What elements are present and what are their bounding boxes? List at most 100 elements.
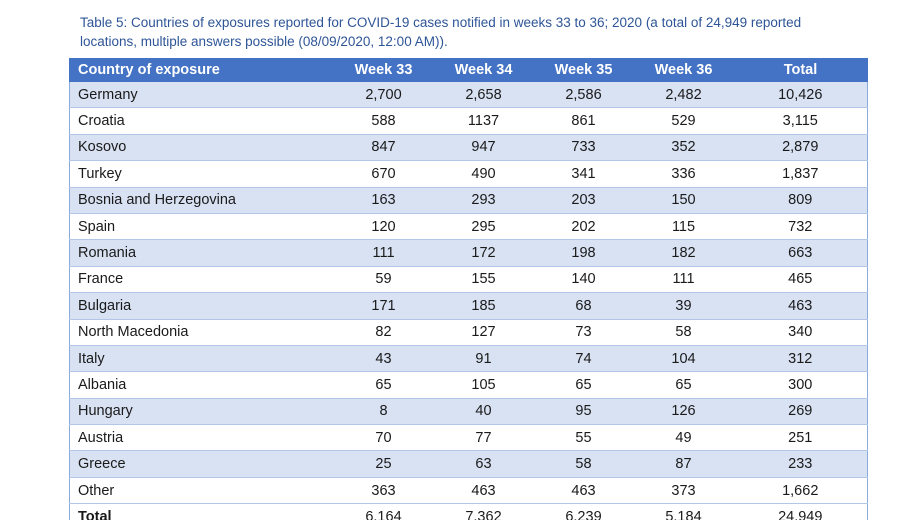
- cell-total: 465: [733, 266, 868, 294]
- cell-week-36: 126: [633, 398, 734, 426]
- cell-week-35: 6,239: [533, 503, 634, 520]
- cell-country: Other: [69, 477, 334, 505]
- cell-week-33: 670: [333, 160, 434, 188]
- table-row: Greece 25 63 58 87 233: [69, 450, 868, 478]
- cell-country: Croatia: [69, 107, 334, 135]
- table-row: Bulgaria 171 185 68 39 463: [69, 292, 868, 320]
- cell-week-35: 341: [533, 160, 634, 188]
- cell-week-36: 111: [633, 266, 734, 294]
- cell-week-33: 65: [333, 371, 434, 399]
- cell-country: Bulgaria: [69, 292, 334, 320]
- cell-total: 2,879: [733, 134, 868, 162]
- cell-week-35: 74: [533, 345, 634, 373]
- cell-week-33: 6,164: [333, 503, 434, 520]
- cell-total: 269: [733, 398, 868, 426]
- cell-week-33: 70: [333, 424, 434, 452]
- cell-country: Romania: [69, 239, 334, 267]
- cell-week-34: 91: [433, 345, 534, 373]
- cell-week-33: 8: [333, 398, 434, 426]
- cell-week-33: 171: [333, 292, 434, 320]
- cell-week-34: 947: [433, 134, 534, 162]
- cell-week-36: 65: [633, 371, 734, 399]
- cell-country: Hungary: [69, 398, 334, 426]
- cell-country: France: [69, 266, 334, 294]
- cell-total: 809: [733, 187, 868, 214]
- cell-week-34: 7,362: [433, 503, 534, 520]
- cell-week-33: 847: [333, 134, 434, 162]
- cell-week-35: 58: [533, 450, 634, 478]
- table-row: Romania 111 172 198 182 663: [69, 239, 868, 267]
- table-row: Italy 43 91 74 104 312: [69, 345, 868, 373]
- cell-week-34: 2,658: [433, 81, 534, 109]
- cell-week-35: 202: [533, 213, 634, 241]
- cell-total: 463: [733, 292, 868, 320]
- cell-week-33: 43: [333, 345, 434, 373]
- table-row: Germany 2,700 2,658 2,586 2,482 10,426: [69, 81, 868, 109]
- cell-week-34: 295: [433, 213, 534, 241]
- cell-week-36: 39: [633, 292, 734, 320]
- cell-week-36: 373: [633, 477, 734, 505]
- cell-total: 663: [733, 239, 868, 267]
- header-week-33: Week 33: [333, 58, 434, 82]
- cell-week-34: 127: [433, 319, 534, 346]
- table-row: North Macedonia 82 127 73 58 340: [69, 319, 868, 346]
- table-row: Croatia 588 1137 861 529 3,115: [69, 107, 868, 135]
- cell-week-33: 25: [333, 450, 434, 478]
- header-week-35: Week 35: [533, 58, 634, 82]
- cell-week-34: 105: [433, 371, 534, 399]
- cell-week-36: 182: [633, 239, 734, 267]
- cell-country: Bosnia and Herzegovina: [69, 187, 334, 214]
- cell-total: 1,662: [733, 477, 868, 505]
- cell-week-34: 185: [433, 292, 534, 320]
- cell-week-36: 115: [633, 213, 734, 241]
- table-header-row: Country of exposure Week 33 Week 34 Week…: [69, 58, 868, 82]
- cell-week-35: 68: [533, 292, 634, 320]
- table-row: France 59 155 140 111 465: [69, 266, 868, 294]
- cell-week-33: 163: [333, 187, 434, 214]
- cell-week-35: 65: [533, 371, 634, 399]
- cell-week-36: 58: [633, 319, 734, 346]
- cell-week-35: 733: [533, 134, 634, 162]
- cell-week-34: 172: [433, 239, 534, 267]
- table-row: Hungary 8 40 95 126 269: [69, 398, 868, 426]
- cell-week-35: 140: [533, 266, 634, 294]
- cell-week-33: 59: [333, 266, 434, 294]
- cell-week-35: 55: [533, 424, 634, 452]
- cell-week-36: 352: [633, 134, 734, 162]
- cell-week-33: 120: [333, 213, 434, 241]
- table-row: Other 363 463 463 373 1,662: [69, 477, 868, 505]
- cell-total: 251: [733, 424, 868, 452]
- cell-total: 340: [733, 319, 868, 346]
- cell-week-33: 82: [333, 319, 434, 346]
- cell-week-35: 95: [533, 398, 634, 426]
- cell-week-36: 5,184: [633, 503, 734, 520]
- cell-total: 300: [733, 371, 868, 399]
- cell-total: 233: [733, 450, 868, 478]
- cell-country: Germany: [69, 81, 334, 109]
- cell-week-36: 529: [633, 107, 734, 135]
- header-week-34: Week 34: [433, 58, 534, 82]
- cell-country: Greece: [69, 450, 334, 478]
- cell-country: Austria: [69, 424, 334, 452]
- header-week-36: Week 36: [633, 58, 734, 82]
- cell-country: Kosovo: [69, 134, 334, 162]
- cell-week-34: 490: [433, 160, 534, 188]
- cell-week-34: 155: [433, 266, 534, 294]
- cell-country: Total: [69, 503, 334, 520]
- cell-week-33: 2,700: [333, 81, 434, 109]
- cell-week-33: 363: [333, 477, 434, 505]
- cell-total: 1,837: [733, 160, 868, 188]
- cell-week-33: 111: [333, 239, 434, 267]
- table-row: Austria 70 77 55 49 251: [69, 424, 868, 452]
- cell-total: 312: [733, 345, 868, 373]
- cell-week-35: 463: [533, 477, 634, 505]
- table-body: Germany 2,700 2,658 2,586 2,482 10,426 Croatia…: [69, 81, 868, 520]
- cell-total: 3,115: [733, 107, 868, 135]
- table-row: Albania 65 105 65 65 300: [69, 371, 868, 399]
- exposure-table: Country of exposure Week 33 Week 34 Week…: [69, 58, 868, 520]
- cell-week-34: 40: [433, 398, 534, 426]
- cell-week-34: 463: [433, 477, 534, 505]
- cell-week-35: 861: [533, 107, 634, 135]
- cell-week-36: 150: [633, 187, 734, 214]
- table-row: Kosovo 847 947 733 352 2,879: [69, 134, 868, 162]
